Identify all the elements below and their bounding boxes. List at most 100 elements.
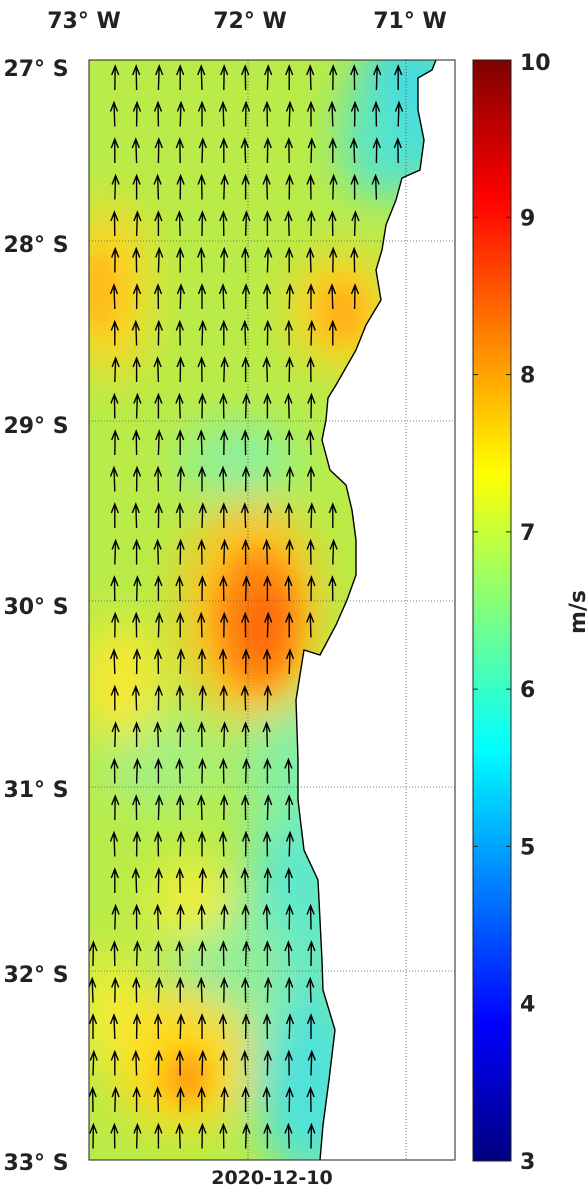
wind-arrow: [264, 246, 273, 273]
wind-arrow: [153, 538, 162, 565]
wind-arrow: [132, 100, 142, 127]
lat-label-27s: 27° S: [3, 57, 68, 82]
wind-arrow: [240, 684, 249, 711]
wind-arrow: [220, 64, 229, 91]
wind-arrow: [133, 210, 142, 237]
wind-arrow: [176, 1013, 186, 1040]
wind-arrow: [262, 356, 271, 383]
wind-arrow: [176, 903, 185, 930]
wind-arrow: [263, 502, 272, 529]
wind-arrow: [220, 721, 229, 748]
wind-arrow: [176, 721, 185, 748]
wind-arrow: [176, 283, 186, 310]
wind-arrow: [307, 502, 316, 529]
wind-arrow: [394, 100, 404, 127]
wind-arrow: [111, 246, 120, 273]
wind-arrow: [132, 1013, 142, 1040]
wind-arrow: [154, 392, 163, 419]
wind-arrow: [284, 575, 293, 602]
wind-arrow: [306, 976, 315, 1003]
wind-arrow: [110, 392, 119, 419]
wind-arrow: [242, 210, 251, 237]
wind-arrow: [285, 64, 294, 90]
wind-arrow: [328, 319, 337, 346]
wind-arrow: [176, 465, 186, 492]
wind-arrow: [284, 137, 293, 164]
wind-arrow: [263, 392, 272, 419]
colorbar: 3 4 5 6 7 8 9 10 m/s: [472, 51, 588, 1175]
wind-arrow: [220, 246, 229, 273]
wind-arrow: [197, 1086, 206, 1113]
wind-arrow: [241, 794, 250, 821]
wind-arrow: [220, 538, 229, 565]
wind-arrow: [350, 100, 360, 127]
wind-arrow: [109, 830, 119, 857]
colorbar-tick-label: 10: [520, 51, 551, 76]
wind-arrow: [153, 1086, 162, 1113]
wind-arrow: [219, 392, 228, 419]
wind-arrow: [198, 867, 207, 894]
wind-arrow: [219, 1049, 228, 1076]
wind-arrow: [110, 684, 119, 711]
wind-arrow: [240, 867, 249, 894]
wind-arrow: [110, 137, 119, 163]
wind-arrow: [131, 137, 140, 164]
wind-arrow: [176, 1086, 185, 1113]
wind-arrow: [197, 830, 207, 857]
wind-arrow: [263, 319, 272, 346]
wind-arrow: [284, 319, 293, 346]
wind-arrow: [175, 502, 184, 529]
wind-arrow: [307, 575, 316, 602]
wind-arrow: [198, 319, 207, 346]
wind-arrow: [154, 575, 163, 601]
wind-arrow: [241, 830, 251, 857]
wind-arrow: [263, 684, 272, 711]
wind-arrow: [88, 976, 97, 1003]
wind-arrow: [176, 976, 185, 1003]
lat-label-31s: 31° S: [3, 778, 68, 803]
wind-arrow: [241, 1013, 251, 1040]
wind-arrow: [218, 1013, 228, 1040]
wind-arrow: [350, 246, 359, 273]
wind-arrow: [306, 903, 315, 930]
wind-arrow: [263, 137, 272, 164]
lat-label-32s: 32° S: [3, 963, 68, 988]
wind-arrow: [154, 684, 163, 711]
wind-arrow: [110, 757, 119, 784]
wind-arrow: [306, 64, 315, 91]
wind-arrow: [111, 721, 120, 748]
wind-arrow: [153, 283, 163, 310]
wind-arrow: [197, 246, 206, 273]
wind-arrow: [155, 611, 164, 638]
wind-arrow: [132, 173, 141, 200]
wind-arrow: [329, 538, 338, 565]
wind-arrow: [109, 283, 119, 310]
wind-arrow: [307, 137, 316, 164]
wind-arrow: [284, 210, 293, 237]
wind-arrow: [175, 137, 184, 164]
wind-arrow: [241, 538, 250, 565]
wind-arrow: [219, 684, 228, 711]
wind-arrow: [198, 1049, 207, 1076]
wind-arrow: [197, 1013, 207, 1039]
wind-arrow: [197, 903, 206, 930]
wind-arrow: [176, 611, 185, 638]
wind-arrow: [242, 1122, 251, 1149]
wind-arrow: [285, 100, 295, 127]
wind-arrow: [241, 1086, 250, 1112]
wind-arrow: [327, 100, 337, 127]
wind-arrow: [175, 319, 184, 346]
wind-arrow: [371, 100, 381, 127]
wind-arrow: [155, 64, 164, 91]
coastline: [295, 59, 437, 1161]
wind-arrow: [306, 246, 315, 273]
wind-arrow: [131, 1049, 140, 1076]
wind-arrow: [111, 1086, 120, 1113]
wind-arrow: [220, 429, 229, 456]
wind-arrow: [153, 465, 163, 492]
wind-arrow: [154, 757, 163, 784]
wind-arrow: [264, 429, 273, 456]
wind-arrow: [110, 502, 119, 528]
wind-arrow: [241, 465, 251, 492]
wind-arrow: [154, 867, 163, 894]
